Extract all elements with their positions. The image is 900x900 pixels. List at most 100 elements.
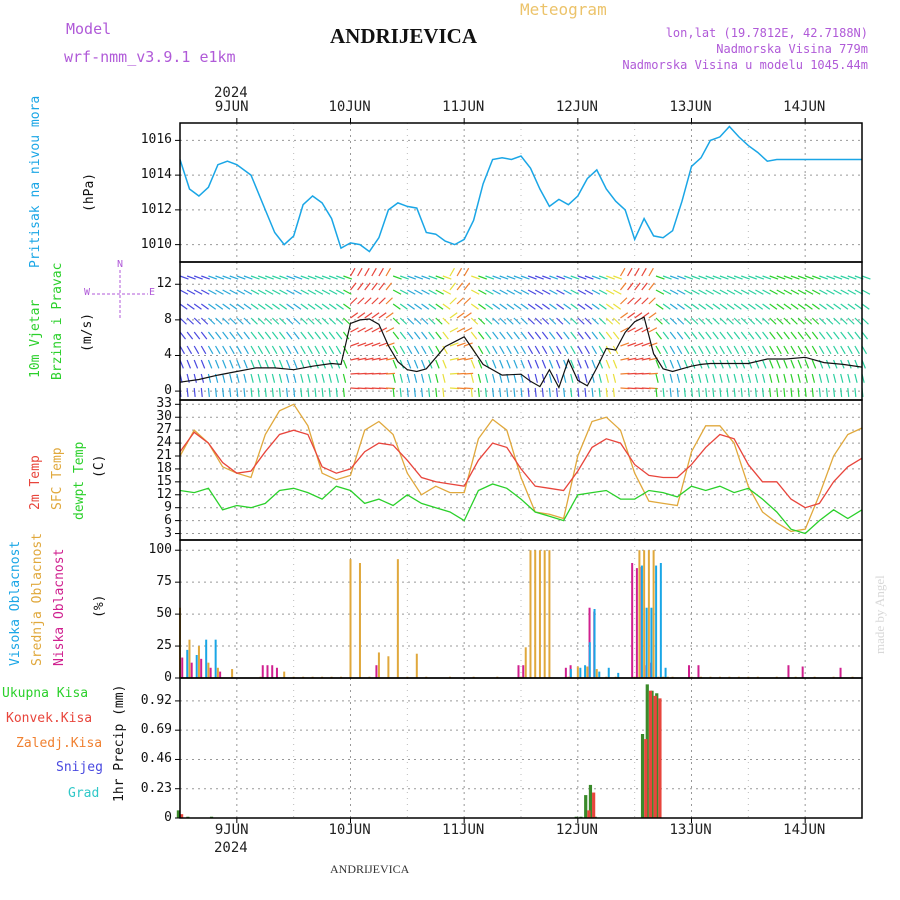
sfc-temp-line [179,403,863,533]
wind-barb [513,303,522,310]
wind-barb [293,387,296,398]
wind-barb [577,303,586,310]
y-tick-label: 75 [156,574,172,590]
wind-barb [761,387,765,398]
wind-barb [250,317,258,325]
wind-barb [570,373,574,383]
wind-barb [825,387,829,398]
wind-barb [491,387,495,398]
wind-barb [584,275,594,280]
wind-barb [740,303,749,310]
wind-barb [698,289,707,295]
wind-barb [371,297,379,305]
top-day-label: 10JUN [328,99,371,115]
wind-barb [520,345,527,355]
wind-barb [648,342,658,347]
wind-barb [307,331,314,340]
wind-barb [385,282,393,291]
wind-barb [236,387,239,398]
wind-barb [769,331,776,340]
wind-barb [549,303,558,310]
wind-barb [229,331,236,340]
y-tick-label: 0.23 [140,780,172,796]
cloud-bar [261,665,264,678]
wind-barb [208,289,217,295]
wind-barb [748,275,757,280]
wind-barb [719,303,728,310]
wind-barb [328,331,336,340]
wind-barb [207,359,213,369]
temp2m-label: 2m Temp [28,455,43,510]
wind-barb [385,372,396,375]
wind-barb [449,297,457,305]
wind-barb [698,387,701,398]
wind-barb [278,373,283,383]
wind-barb [272,275,282,280]
wind-barb [250,345,257,355]
top-year-label: 2024 [214,85,248,101]
wind-barb [286,359,291,369]
y-tick-label: 4 [164,347,172,363]
wind-barb [826,303,835,310]
wind-barb [833,289,842,295]
wind-barb [342,387,345,398]
cloud-bar [543,550,546,678]
wind-barb [570,359,575,369]
wind-barb [819,303,828,310]
wind-barb [236,373,240,383]
wind-barb [428,303,437,310]
wind-barb [513,359,518,369]
wind-barb [243,317,251,325]
plot-data [176,125,871,819]
wind-barb [598,275,608,280]
wind-barb [840,289,849,295]
wind-barb [485,317,493,325]
wind-barb [229,373,233,383]
y-tick-label: 18 [156,460,172,476]
wind-barb [762,345,768,355]
wind-barb [399,303,408,310]
wind-barb [321,387,324,398]
wind-barb [804,289,814,295]
compass-west: W [84,287,91,298]
wind-barb [477,373,482,383]
wind-barb [662,331,670,340]
wind-barb [442,303,451,310]
wind-barb [222,317,230,325]
wind-barb [847,317,855,325]
wind-barb [385,357,395,361]
wind-barb [662,303,671,310]
wind-barb [591,317,599,325]
wind-barb [847,345,853,355]
wind-barb [563,331,570,340]
wind-barb [293,373,297,383]
wind-barb [648,312,657,319]
wind-barb [300,331,307,340]
wind-barb [357,312,366,319]
wind-barb [712,387,715,398]
wind-barb [435,359,440,369]
wind-barb [605,289,615,295]
wind-barb [193,303,202,310]
cloud-bar [569,669,572,678]
wind-barb [733,303,742,310]
wind-barb [655,387,658,398]
wind-barb [470,387,473,398]
wind-barb [357,282,364,291]
cloud-bar [584,665,587,678]
wind-barb [293,331,300,340]
wind-barb [840,331,847,340]
cloud-bar [524,647,527,678]
wind-barb [527,275,537,280]
wind-barb [854,317,862,325]
wind-barb [350,342,360,347]
wind-barb [690,359,696,369]
cloud-bar [538,550,541,678]
wind-barb [790,331,797,340]
wind-barb [499,345,505,355]
wind-barb [435,387,438,398]
wind-barb [499,359,504,369]
wind-barb [627,297,635,305]
cloud-bar [647,550,650,678]
